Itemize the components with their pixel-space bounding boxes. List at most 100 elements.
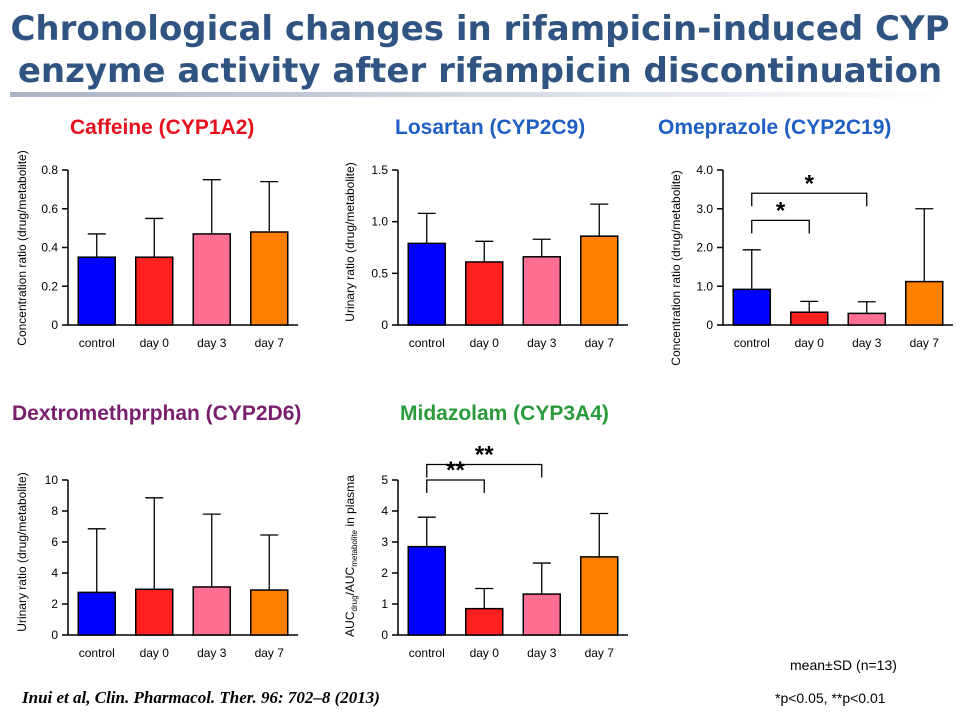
y-tick-label: 6 bbox=[51, 535, 58, 549]
panel-title-omeprazole: Omeprazole (CYP2C19) bbox=[658, 116, 892, 139]
bar bbox=[250, 589, 289, 636]
x-tick-label: control bbox=[734, 336, 770, 350]
x-tick-label: control bbox=[409, 646, 445, 660]
citation: Inui et al, Clin. Pharmacol. Ther. 96: 7… bbox=[22, 688, 380, 707]
mean-sd-note: mean±SD (n=13) bbox=[790, 657, 897, 673]
bar bbox=[790, 311, 829, 326]
bar bbox=[77, 256, 116, 326]
significance-bracket bbox=[426, 479, 485, 493]
y-axis-label-part: AUC bbox=[343, 611, 357, 637]
bar bbox=[407, 242, 446, 326]
y-axis-label: Concentration ratio (drug/metabolite) bbox=[15, 150, 29, 345]
bar bbox=[905, 280, 944, 326]
bar bbox=[732, 288, 771, 326]
y-tick-label: 0 bbox=[381, 318, 388, 332]
x-tick-label: day 3 bbox=[852, 336, 882, 350]
significance-label: * bbox=[776, 197, 786, 224]
x-tick-label: day 0 bbox=[140, 336, 170, 350]
significance-note: *p<0.05, **p<0.01 bbox=[775, 690, 886, 706]
panel-title-midazolam: Midazolam (CYP3A4) bbox=[400, 402, 609, 425]
bar bbox=[135, 256, 174, 326]
y-tick-label: 10 bbox=[45, 473, 59, 487]
panel-title-caffeine: Caffeine (CYP1A2) bbox=[70, 116, 255, 139]
y-tick-label: 8 bbox=[51, 504, 58, 518]
y-tick-label: 3.0 bbox=[696, 202, 713, 216]
y-axis-label-part: in plasma bbox=[343, 475, 357, 530]
y-axis-label-subscript: metabolite bbox=[350, 529, 359, 566]
x-tick-label: day 7 bbox=[585, 646, 615, 660]
bar bbox=[77, 591, 116, 636]
y-tick-label: 1 bbox=[381, 597, 388, 611]
y-tick-label: 0.4 bbox=[41, 241, 58, 255]
bar bbox=[250, 231, 289, 326]
x-tick-label: day 3 bbox=[527, 336, 557, 350]
y-axis-label: AUCdrug/AUCmetabolite in plasma bbox=[343, 475, 359, 637]
y-axis-label: Concentration ratio (drug/metabolite) bbox=[669, 170, 683, 365]
x-tick-label: control bbox=[409, 336, 445, 350]
x-tick-label: day 7 bbox=[910, 336, 940, 350]
x-tick-label: day 7 bbox=[585, 336, 615, 350]
panel-title-losartan: Losartan (CYP2C9) bbox=[395, 116, 586, 139]
bar bbox=[407, 545, 446, 636]
bar bbox=[522, 593, 561, 636]
significance-label: * bbox=[805, 170, 815, 197]
x-tick-label: day 7 bbox=[255, 646, 285, 660]
x-tick-label: day 3 bbox=[197, 336, 227, 350]
y-tick-label: 4 bbox=[51, 566, 58, 580]
x-tick-label: day 3 bbox=[197, 646, 227, 660]
bar bbox=[580, 556, 619, 636]
y-tick-label: 3 bbox=[381, 535, 388, 549]
x-tick-label: day 0 bbox=[470, 336, 500, 350]
panel-title-dextromethorphan: Dextromethprphan (CYP2D6) bbox=[12, 402, 302, 425]
slide-title-line-2: enzyme activity after rifampicin discont… bbox=[17, 51, 943, 91]
significance-label: ** bbox=[475, 442, 494, 469]
bar bbox=[522, 256, 561, 326]
y-tick-label: 0.6 bbox=[41, 202, 58, 216]
y-tick-label: 2 bbox=[381, 566, 388, 580]
y-tick-label: 0 bbox=[51, 318, 58, 332]
y-tick-label: 0 bbox=[51, 628, 58, 642]
x-tick-label: control bbox=[79, 336, 115, 350]
y-axis-label: Urinary ratio (drug/metabolite) bbox=[15, 472, 29, 631]
y-tick-label: 0 bbox=[706, 318, 713, 332]
significance-label: ** bbox=[446, 457, 465, 484]
y-tick-label: 5 bbox=[381, 473, 388, 487]
y-tick-label: 4.0 bbox=[696, 163, 713, 177]
y-tick-label: 1.0 bbox=[696, 279, 713, 293]
y-tick-label: 2 bbox=[51, 597, 58, 611]
bar bbox=[135, 588, 174, 636]
slide-title-line-1: Chronological changes in rifampicin-indu… bbox=[10, 9, 950, 49]
x-tick-label: day 7 bbox=[255, 336, 285, 350]
y-tick-label: 0.8 bbox=[41, 163, 58, 177]
slide-title: Chronological changes in rifampicin-indu… bbox=[0, 8, 960, 92]
title-divider bbox=[10, 92, 950, 97]
bar bbox=[465, 607, 504, 636]
y-axis-label: Urinary ratio (drug/metabolite) bbox=[343, 162, 357, 321]
x-tick-label: day 0 bbox=[795, 336, 825, 350]
bar bbox=[847, 312, 886, 326]
y-axis-label-subscript: drug bbox=[350, 595, 359, 611]
significance-bracket bbox=[426, 463, 543, 478]
y-axis-label-part: /AUC bbox=[343, 566, 357, 595]
y-tick-label: 0.2 bbox=[41, 279, 58, 293]
y-tick-label: 1.5 bbox=[371, 163, 388, 177]
x-tick-label: control bbox=[79, 646, 115, 660]
x-tick-label: day 3 bbox=[527, 646, 557, 660]
x-tick-label: day 0 bbox=[470, 646, 500, 660]
x-tick-label: day 0 bbox=[140, 646, 170, 660]
bar bbox=[580, 235, 619, 326]
y-tick-label: 2.0 bbox=[696, 241, 713, 255]
y-tick-label: 0 bbox=[381, 628, 388, 642]
bar bbox=[192, 233, 231, 326]
bar bbox=[192, 586, 231, 636]
y-tick-label: 0.5 bbox=[371, 266, 388, 280]
significance-bracket bbox=[751, 192, 868, 207]
bar bbox=[465, 261, 504, 326]
significance-bracket bbox=[751, 219, 810, 234]
y-tick-label: 1.0 bbox=[371, 215, 388, 229]
